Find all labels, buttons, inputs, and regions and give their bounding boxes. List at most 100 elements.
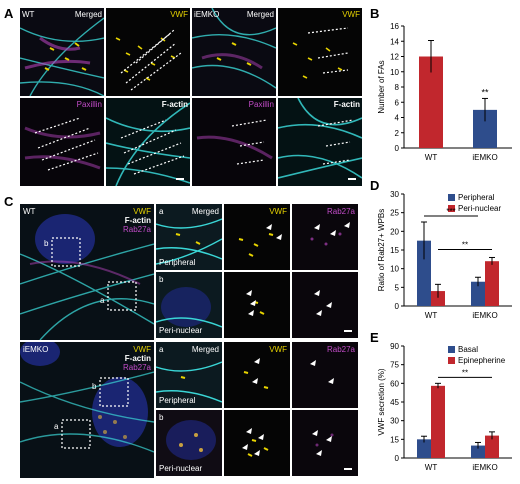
y-tick-label: 8	[395, 83, 400, 92]
y-tick-label: 30	[390, 417, 399, 426]
label-zoom-merged: Merged	[191, 207, 219, 216]
image-c-wt-b-merged: b Peri-nuclear	[156, 272, 222, 338]
y-tick-label: 15	[390, 246, 399, 255]
image-c-iemko-overview: iEMKO VWF F-actin Rab27a b a	[20, 342, 154, 478]
legend-label: Peri-nuclear	[458, 204, 501, 213]
y-tick-label: 16	[390, 22, 399, 31]
image-wt-merged: WT Merged	[20, 8, 104, 96]
label-row-a-2: a	[159, 345, 164, 354]
y-tick-label: 10	[390, 68, 399, 77]
label-wt: WT	[22, 10, 35, 19]
image-c-iemko-b-merged: b Peri-nuclear	[156, 410, 222, 476]
panel-label-c: C	[4, 194, 14, 209]
label-factin: F-actin	[161, 100, 188, 109]
label-c-iemko-factin: F-actin	[124, 354, 151, 363]
label-perinuclear-2: Peri-nuclear	[159, 464, 203, 473]
label-row-b-2: b	[159, 413, 164, 422]
image-c-wt-overview: WT VWF F-actin Rab27a b a	[20, 204, 154, 340]
image-c-iemko-a-vwf: VWF	[224, 342, 290, 408]
y-axis-label: Ratio of Rab27+ WPBs	[377, 209, 386, 291]
label-c-wt: WT	[23, 207, 36, 216]
x-tick-label: WT	[425, 153, 438, 162]
x-tick-label: iEMKO	[472, 463, 497, 472]
label-c-iemko: iEMKO	[23, 345, 49, 354]
label-zoom-merged-2: Merged	[191, 345, 219, 354]
y-tick-label: 15	[390, 435, 399, 444]
y-tick-label: 75	[390, 361, 399, 370]
x-tick-label: WT	[425, 463, 438, 472]
image-iemko-paxillin: Paxillin	[192, 98, 276, 186]
image-wt-vwf: VWF	[106, 8, 190, 96]
label-row-b: b	[159, 275, 164, 284]
legend-swatch	[448, 194, 455, 201]
label-c-iemko-box-b: b	[92, 382, 97, 391]
y-tick-label: 5	[395, 283, 400, 292]
bar	[471, 445, 485, 458]
label-vwf-2: VWF	[342, 10, 360, 19]
label-c-wt-box-a: a	[100, 296, 105, 305]
image-c-wt-a-merged: a Merged Peripheral	[156, 204, 222, 270]
image-c-wt-a-vwf: VWF	[224, 204, 290, 270]
label-zoom-rab27a-2: Rab27a	[326, 345, 355, 354]
label-c-iemko-vwf: VWF	[133, 345, 151, 354]
label-zoom-vwf-2: VWF	[269, 345, 287, 354]
label-peripheral: Peripheral	[159, 258, 196, 267]
image-c-iemko-a-rab27a: Rab27a	[292, 342, 358, 408]
y-tick-label: 25	[390, 209, 399, 218]
y-tick-label: 10	[390, 265, 399, 274]
y-tick-label: 4	[395, 114, 400, 123]
y-tick-label: 6	[395, 98, 400, 107]
label-peripheral-2: Peripheral	[159, 396, 196, 405]
image-wt-factin: F-actin	[106, 98, 190, 186]
significance-label: ***	[446, 207, 455, 216]
significance-label: **	[481, 87, 489, 97]
x-tick-label: WT	[425, 311, 438, 320]
label-zoom-rab27a: Rab27a	[326, 207, 355, 216]
bar	[431, 385, 445, 458]
label-merged: Merged	[74, 10, 102, 19]
y-tick-label: 12	[390, 53, 399, 62]
y-tick-label: 90	[390, 342, 399, 351]
label-paxillin-2: Paxillin	[248, 100, 274, 109]
bar	[485, 261, 499, 306]
image-iemko-vwf: VWF	[278, 8, 362, 96]
x-tick-label: iEMKO	[472, 311, 497, 320]
legend-swatch	[448, 205, 455, 212]
legend-swatch	[448, 357, 455, 364]
label-zoom-vwf: VWF	[269, 207, 287, 216]
image-c-wt-b-rab27a	[292, 272, 358, 338]
label-factin-2: F-actin	[333, 100, 360, 109]
legend-label: Epinepherine	[458, 356, 506, 365]
y-tick-label: 0	[395, 302, 400, 311]
chart-d: 0 5 10 15 20 25 30 Ratio of Rab27+ WPBs WT iEMKO P…	[377, 190, 512, 320]
bar	[471, 281, 485, 306]
y-tick-label: 0	[395, 454, 400, 463]
image-c-wt-b-vwf	[224, 272, 290, 338]
legend-swatch	[448, 346, 455, 353]
label-c-iemko-rab27a: Rab27a	[122, 363, 151, 372]
label-c-wt-factin: F-actin	[124, 216, 151, 225]
legend-label: Basal	[458, 345, 478, 354]
x-tick-label: iEMKO	[472, 153, 497, 162]
y-tick-label: 14	[390, 37, 399, 46]
chart-b: 0 2 4 6 8 10 12 14 16 Number of FAs WT iEMKO **	[377, 22, 512, 162]
label-c-wt-rab27a: Rab27a	[122, 225, 151, 234]
image-wt-paxillin: Paxillin	[20, 98, 104, 186]
panel-label-b: B	[370, 6, 380, 21]
panel-label-a: A	[4, 6, 14, 21]
label-c-wt-box-b: b	[44, 239, 49, 248]
panel-label-d: D	[370, 178, 380, 193]
y-axis-label: Number of FAs	[377, 60, 386, 113]
bar	[431, 291, 445, 306]
image-c-iemko-b-rab27a	[292, 410, 358, 476]
y-tick-label: 60	[390, 379, 399, 388]
image-iemko-factin: F-actin	[278, 98, 362, 186]
label-perinuclear: Peri-nuclear	[159, 326, 203, 335]
y-tick-label: 2	[395, 129, 400, 138]
y-tick-label: 45	[390, 398, 399, 407]
image-iemko-merged: iEMKO Merged	[192, 8, 276, 96]
image-c-iemko-b-vwf	[224, 410, 290, 476]
chart-e: 0 15 30 45 60 75 90 VWF secretion (%) WT iEMKO Bas…	[377, 342, 512, 472]
panel-label-e: E	[370, 330, 379, 345]
bar	[485, 435, 499, 458]
